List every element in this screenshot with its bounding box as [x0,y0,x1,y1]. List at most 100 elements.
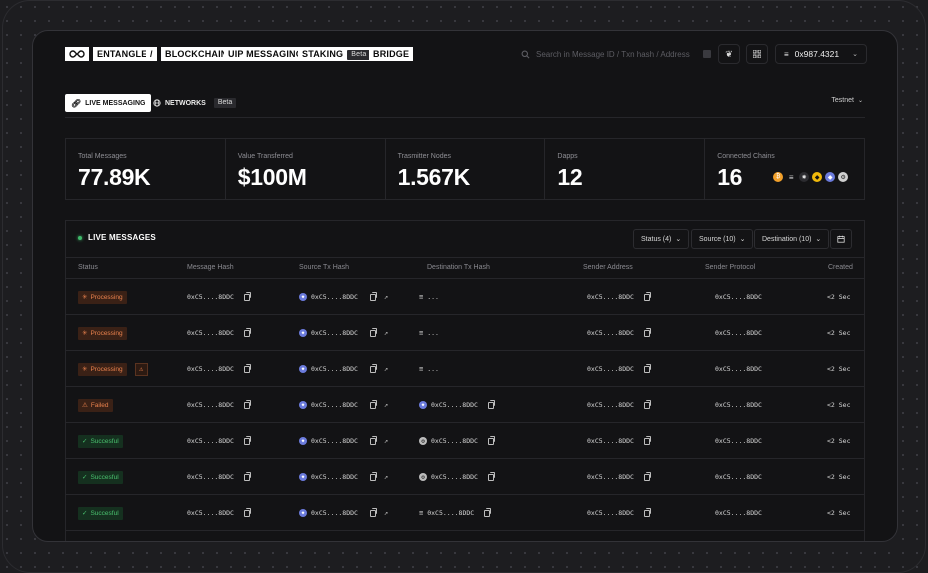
destination-tx-hash[interactable]: 0xC5....8DDC [431,437,478,445]
table-row[interactable]: ⚠ Failed 0xC5....8DDC ◆ 0xC5....8DDC ↗ ◆ 0xC5..… [66,387,864,423]
wallet-button[interactable]: ≡ 0x987.4321 ⌄ [775,44,867,64]
table-row[interactable]: ✳ Processing 0xC5....8DDC ◆ 0xC5....8DDC ↗ ≡..… [66,315,864,351]
message-hash[interactable]: 0xC5....8DDC [187,293,234,301]
copy-icon[interactable] [243,435,251,445]
sender-protocol[interactable]: 0xC5....8DDC [715,437,762,445]
message-hash[interactable]: 0xC5....8DDC [187,365,234,373]
col-sender-protocol[interactable]: Sender Protocol [705,264,756,271]
destination-tx-hash[interactable]: 0xC5....8DDC [431,473,478,481]
col-message-hash[interactable]: Message Hash [187,264,234,271]
copy-icon[interactable] [487,399,495,409]
nav-entangle[interactable]: ENTANGLE [93,47,152,61]
table-row[interactable]: ✳ Processing ⚠ 0xC5....8DDC ◆ 0xC5....8DDC ↗ ≡.… [66,351,864,387]
sender-protocol[interactable]: 0xC5....8DDC [715,473,762,481]
external-link-icon[interactable]: ↗ [383,473,389,481]
copy-icon[interactable] [643,471,651,481]
message-hash[interactable]: 0xC5....8DDC [187,329,234,337]
tab-networks[interactable]: NETWORKS Beta [153,94,237,112]
sender-protocol[interactable]: 0xC5....8DDC [715,401,762,409]
network-select[interactable]: Testnet ⌄ [831,97,863,104]
sender-protocol[interactable]: 0xC5....8DDC [715,365,762,373]
message-hash[interactable]: 0xC5....8DDC [187,509,234,517]
theme-toggle-button[interactable]: ❦ [718,44,740,64]
destination-filter[interactable]: Destination (10) ⌄ [754,229,830,249]
table-row[interactable]: ✳ Processing 0xC5....8DDC ◆ 0xC5....8DDC ↗ ≡..… [66,279,864,315]
copy-icon[interactable] [643,291,651,301]
source-tx-hash[interactable]: 0xC5....8DDC [311,509,358,517]
external-link-icon[interactable]: ↗ [383,329,389,337]
apps-grid-button[interactable] [746,44,768,64]
external-link-icon[interactable]: ↗ [383,293,389,301]
sender-address[interactable]: 0xC5....8DDC [587,329,634,337]
copy-icon[interactable] [243,291,251,301]
warning-icon[interactable]: ⚠ [134,362,148,376]
source-tx-hash[interactable]: 0xC5....8DDC [311,401,358,409]
source-filter[interactable]: Source (10) ⌄ [691,229,754,249]
sender-address[interactable]: 0xC5....8DDC [587,293,634,301]
message-hash[interactable]: 0xC5....8DDC [187,437,234,445]
copy-icon[interactable] [643,363,651,373]
nav-uip-messaging[interactable]: UIP MESSAGING [224,47,307,61]
source-tx-hash[interactable]: 0xC5....8DDC [311,473,358,481]
nav-staking[interactable]: STAKING Beta [298,47,375,61]
nav-bridge[interactable]: BRIDGE [369,47,414,61]
copy-icon[interactable] [487,435,495,445]
external-link-icon[interactable]: ↗ [383,401,389,409]
col-destination-tx-hash[interactable]: Destination Tx Hash [427,264,490,271]
status-filter[interactable]: Status (4) ⌄ [633,229,690,249]
external-link-icon[interactable]: ↗ [383,437,389,445]
nav-blockchain[interactable]: BLOCKCHAIN [161,47,232,61]
sender-address[interactable]: 0xC5....8DDC [587,437,634,445]
copy-icon[interactable] [243,507,251,517]
sender-address[interactable]: 0xC5....8DDC [587,365,634,373]
copy-icon[interactable] [243,363,251,373]
destination-tx-hash[interactable]: ... [427,329,439,337]
external-link-icon[interactable]: ↗ [383,509,389,517]
copy-icon[interactable] [643,327,651,337]
live-messages-panel: LIVE MESSAGES Status (4) ⌄ Source (10) ⌄ D… [65,220,865,541]
col-source-tx-hash[interactable]: Source Tx Hash [299,264,350,271]
tab-live-messaging[interactable]: 🔗︎ LIVE MESSAGING [65,94,152,112]
source-tx-hash[interactable]: 0xC5....8DDC [311,365,358,373]
destination-tx-hash[interactable]: ... [427,365,439,373]
source-tx-hash[interactable]: 0xC5....8DDC [311,437,358,445]
copy-icon[interactable] [484,507,492,517]
destination-tx-hash[interactable]: 0xC5....8DDC [427,509,475,517]
copy-icon[interactable] [369,399,377,409]
copy-icon[interactable] [643,507,651,517]
sender-protocol[interactable]: 0xC5....8DDC [715,329,762,337]
copy-icon[interactable] [369,435,377,445]
search-input[interactable]: Search in Message ID / Txn hash / Addres… [521,44,711,64]
table-row[interactable]: ✓ Succesful 0xC5....8DDC ◆ 0xC5....8DDC ↗ ⚙ 0xC… [66,459,864,495]
source-tx-hash[interactable]: 0xC5....8DDC [311,293,358,301]
table-row[interactable]: ✓ Succesful 0xC5....8DDC ◆ 0xC5....8DDC ↗ ⚙ 0xC… [66,423,864,459]
copy-icon[interactable] [369,471,377,481]
external-link-icon[interactable]: ↗ [383,365,389,373]
col-created[interactable]: Created [828,264,853,271]
sender-protocol[interactable]: 0xC5....8DDC [715,293,762,301]
sender-address[interactable]: 0xC5....8DDC [587,509,634,517]
sender-protocol[interactable]: 0xC5....8DDC [715,509,762,517]
copy-icon[interactable] [369,507,377,517]
sender-address[interactable]: 0xC5....8DDC [587,473,634,481]
col-status[interactable]: Status [78,264,98,271]
destination-tx-hash[interactable]: 0xC5....8DDC [431,401,478,409]
source-tx-hash[interactable]: 0xC5....8DDC [311,329,358,337]
copy-icon[interactable] [243,471,251,481]
col-sender-address[interactable]: Sender Address [583,264,633,271]
copy-icon[interactable] [643,399,651,409]
message-hash[interactable]: 0xC5....8DDC [187,401,234,409]
destination-tx-hash[interactable]: ... [427,293,439,301]
copy-icon[interactable] [369,327,377,337]
copy-icon[interactable] [243,399,251,409]
copy-icon[interactable] [369,363,377,373]
message-hash[interactable]: 0xC5....8DDC [187,473,234,481]
date-filter-button[interactable] [830,229,852,249]
copy-icon[interactable] [243,327,251,337]
copy-icon[interactable] [643,435,651,445]
copy-icon[interactable] [487,471,495,481]
sender-address[interactable]: 0xC5....8DDC [587,401,634,409]
copy-icon[interactable] [369,291,377,301]
entangle-logo-icon[interactable] [65,47,89,61]
table-row[interactable]: ✓ Succesful 0xC5....8DDC ◆ 0xC5....8DDC ↗ ≡ 0xC… [66,495,864,531]
